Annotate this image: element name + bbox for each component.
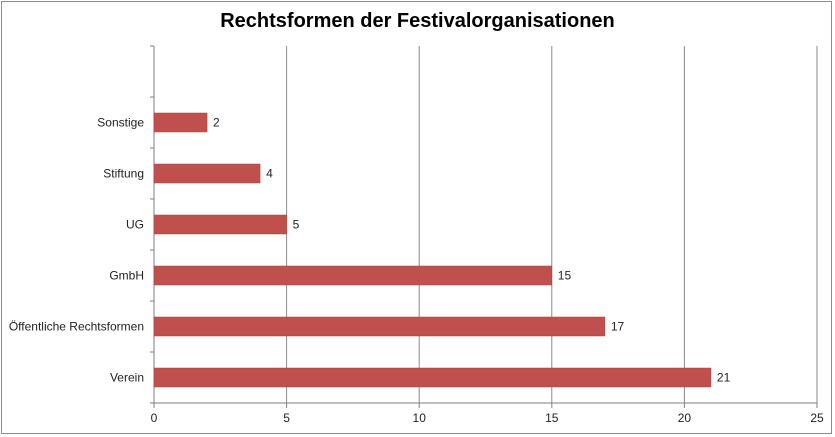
labels: 0 5 10 15 20 25 Sonstige 2 Stiftung 4 UG 5 GmbH 15 Öff… xyxy=(9,116,824,426)
bar xyxy=(153,367,712,388)
data-label: 2 xyxy=(213,116,220,130)
grid-lines xyxy=(286,46,818,403)
category-label: Öffentliche Rechtsformen xyxy=(9,320,144,334)
data-label: 21 xyxy=(717,371,731,385)
x-tick-label: 15 xyxy=(545,411,559,425)
x-tick-label: 5 xyxy=(283,411,290,425)
category-label: GmbH xyxy=(109,269,144,283)
x-tick-label: 0 xyxy=(151,411,158,425)
x-tick-label: 20 xyxy=(678,411,692,425)
data-label: 5 xyxy=(293,218,300,232)
bars xyxy=(153,112,712,388)
data-label: 15 xyxy=(558,269,572,283)
category-label: Verein xyxy=(110,371,144,385)
category-label: Sonstige xyxy=(97,116,144,130)
data-label: 17 xyxy=(611,320,625,334)
bar xyxy=(153,214,287,235)
bar xyxy=(153,265,553,286)
x-tick-label: 25 xyxy=(810,411,824,425)
category-label: UG xyxy=(126,218,144,232)
bar xyxy=(153,316,606,337)
x-tick-label: 10 xyxy=(413,411,427,425)
chart-title: Rechtsformen der Festivalorganisationen xyxy=(220,10,615,32)
bar xyxy=(153,163,261,184)
bar xyxy=(153,112,208,133)
data-label: 4 xyxy=(266,167,273,181)
category-label: Stiftung xyxy=(103,167,144,181)
